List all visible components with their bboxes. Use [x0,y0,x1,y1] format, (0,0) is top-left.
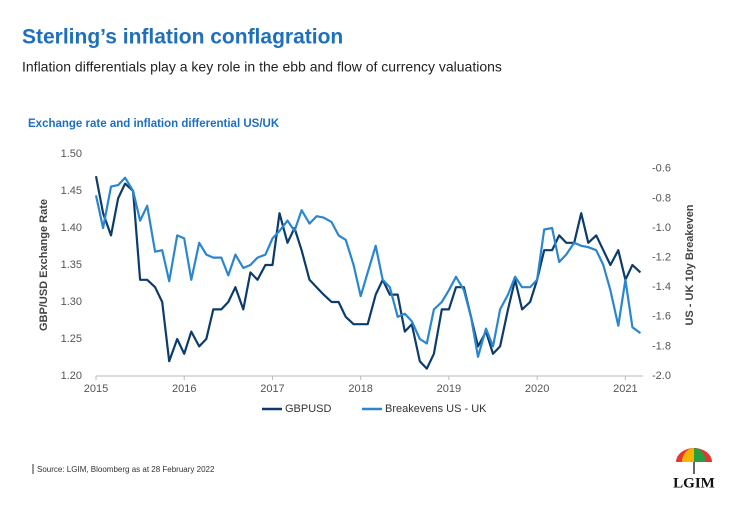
y-tick-label: 1.45 [61,185,82,197]
x-tick-label: 2020 [525,383,549,395]
y2-tick-label: -1.0 [652,222,671,234]
y-tick-label: 1.50 [61,148,82,160]
y2-axis-label: US - UK 10y Breakeven [684,204,696,325]
x-tick-label: 2019 [437,383,461,395]
y-tick-label: 1.30 [61,296,82,308]
y2-tick-label: -1.2 [652,252,671,264]
line-series [94,175,642,370]
logo-text: LGIM [673,475,715,491]
x-tick-label: 2017 [260,383,284,395]
x-tick-label: 2021 [613,383,637,395]
subtitle: Inflation differentials play a key role … [22,59,502,75]
y-tick-label: 1.35 [61,259,82,271]
logo: LGIM [673,448,715,491]
y-tick-label: 1.40 [61,222,82,234]
y2-tick-label: -1.6 [652,311,671,323]
y2-tick-label: -0.8 [652,192,671,204]
x-tick-label: 2016 [172,383,196,395]
legend-label: GBPUSD [285,403,332,415]
line-series [94,176,642,358]
y2-tick-label: -2.0 [652,370,671,382]
y2-tick-label: -1.8 [652,340,671,352]
y-tick-label: 1.25 [61,333,82,345]
y2-tick-label: -0.6 [652,163,671,175]
legend-label: Breakevens US - UK [385,403,487,415]
y-axis-label: GBP/USD Exchange Rate [38,199,50,331]
y-tick-label: 1.20 [61,370,82,382]
x-tick-label: 2015 [84,383,108,395]
y2-tick-label: -1.4 [652,281,671,293]
source: Source: LGIM, Bloomberg as at 28 Februar… [37,465,215,474]
x-tick-label: 2018 [348,383,372,395]
chart-title: Exchange rate and inflation differential… [28,118,280,130]
title: Sterling’s inflation conflagration [22,26,343,49]
